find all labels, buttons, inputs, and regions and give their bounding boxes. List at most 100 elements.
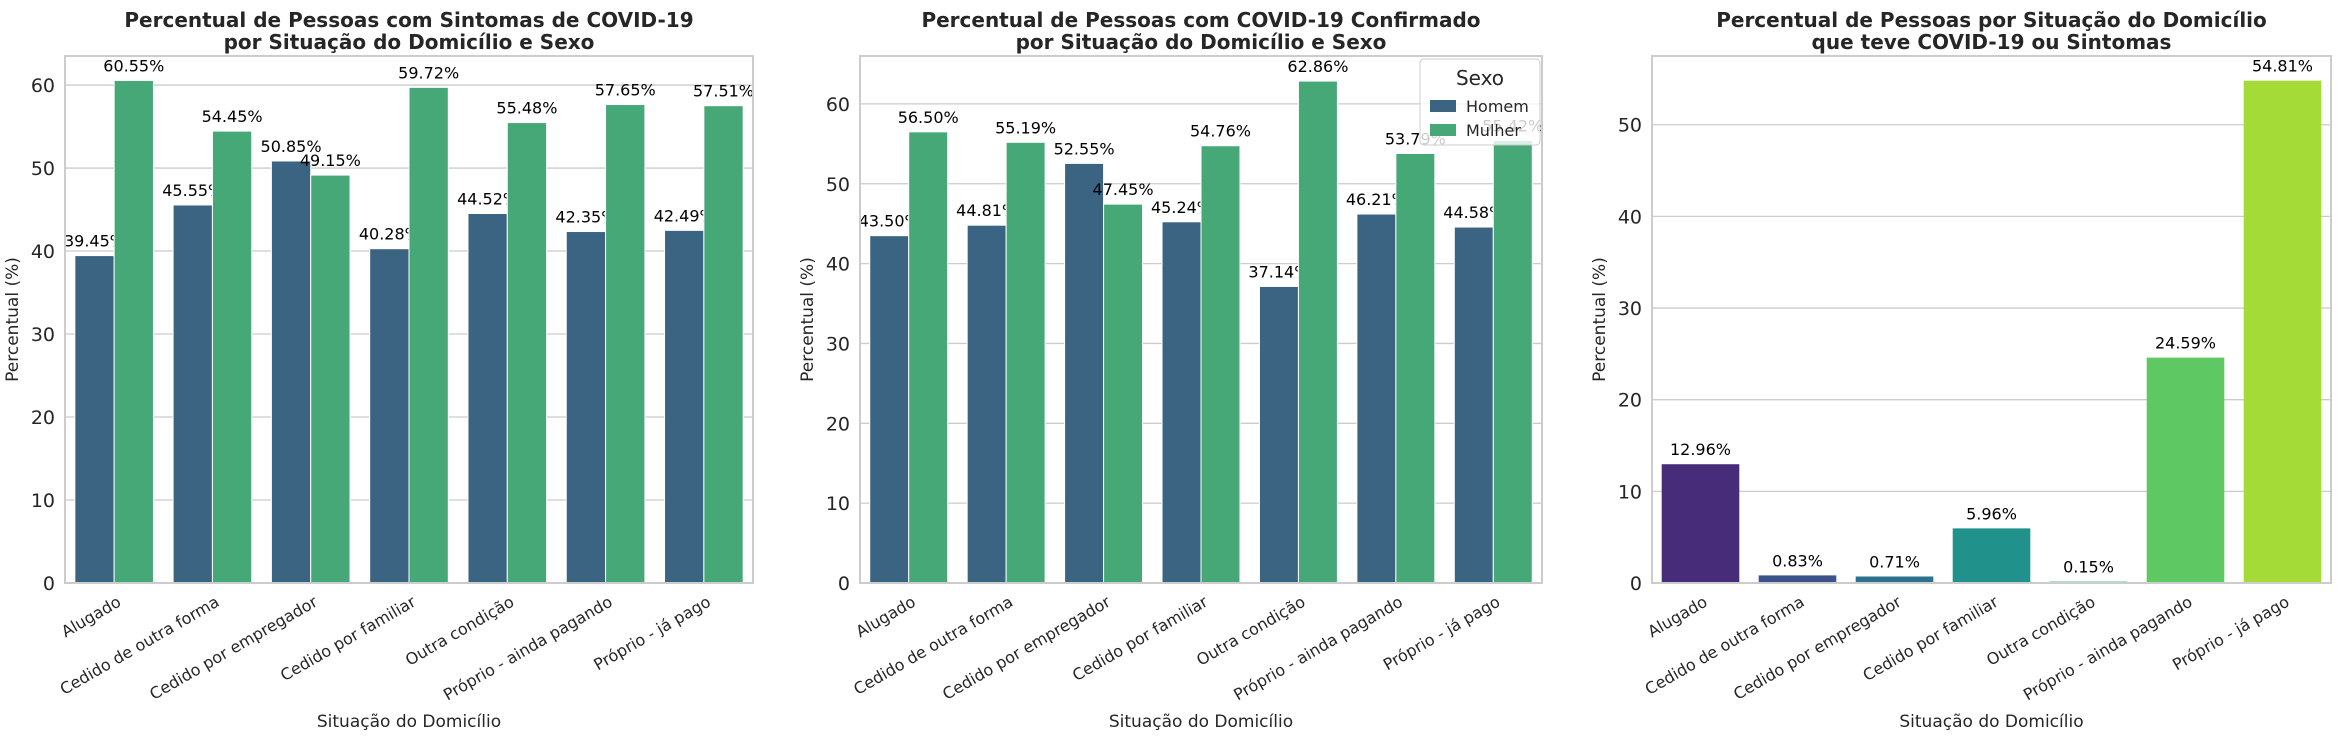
x-tick-label: Próprio - ainda pagando [2020, 592, 2196, 704]
bar-value-label: 52.55% [1054, 139, 1115, 158]
bar-mulher [1103, 203, 1144, 584]
y-tick-label: 40 [31, 241, 55, 263]
bar-value-label: 39.45% [64, 232, 125, 251]
chart-title-line-1: Percentual de Pessoas com Sintomas de CO… [124, 8, 693, 32]
chart-panel-1: 0 10 20 30 40 50 60 39.45% 45.55% 50.85% 40.28% 44.… [3, 8, 754, 732]
legend-title: Sexo [1456, 66, 1504, 90]
bar-value-label: 24.59% [2155, 334, 2216, 353]
bar-value-label: 45.24% [1151, 198, 1212, 217]
legend-swatch-mulher [1430, 124, 1456, 136]
bar [2243, 80, 2322, 584]
x-tick-label: Alugado [1644, 592, 1710, 641]
bar-value-label: 54.45% [202, 107, 263, 126]
bar-homem [369, 248, 410, 584]
bar-mulher [1395, 152, 1436, 584]
bar-homem [1356, 213, 1397, 584]
bar-value-label: 50.85% [261, 137, 322, 156]
bar-mulher [1005, 141, 1046, 584]
chart-title-line-2: que teve COVID-19 ou Sintomas [1812, 30, 2172, 54]
bar-homem [565, 231, 607, 584]
bar-value-label: 62.86% [1287, 57, 1348, 76]
x-tick-label: Cedido de outra forma [57, 592, 223, 699]
bar-value-label: 47.45% [1093, 180, 1154, 199]
legend-box [1419, 58, 1541, 146]
bar-value-label: 46.21% [1346, 190, 1407, 209]
plot-frame [64, 55, 754, 584]
y-tick-label: 40 [826, 254, 850, 276]
bar-mulher [408, 86, 449, 584]
bar-value-label: 57.65% [595, 81, 656, 100]
chart-panel-3: 0 10 20 30 40 50 12.96% 0.83% 0.71% 5.96% 0.15% 24.… [1590, 8, 2332, 732]
x-tick-label: Próprio - ainda pagando [440, 592, 616, 704]
bar [1758, 575, 1837, 583]
bar-mulher [703, 105, 744, 584]
bar-value-label: 0.83% [1772, 551, 1823, 570]
bar-value-label: 0.71% [1869, 552, 1920, 571]
bar-value-label: 44.81% [956, 201, 1017, 220]
y-tick-label: 20 [826, 413, 850, 435]
bar-value-label: 55.48% [496, 99, 557, 118]
y-tick-label: 50 [31, 158, 55, 180]
x-tick-label: Cedido de outra forma [850, 592, 1016, 699]
bar [1661, 464, 1740, 583]
chart-title-line-2: por Situação do Domicílio e Sexo [1016, 30, 1387, 54]
bar-homem [1258, 285, 1299, 584]
y-axis-label: Percentual (%) [1590, 257, 1610, 382]
bar-mulher [605, 104, 646, 584]
x-tick-label: Cedido por empregador [939, 592, 1114, 704]
chart-panel-2: 0 10 20 30 40 50 60 43.50% 44.81% 52.55% 45.24% 37.… [798, 8, 1543, 732]
bar-mulher [908, 131, 949, 584]
chart-title-line-1: Percentual de Pessoas com COVID-19 Confi… [921, 8, 1480, 32]
y-tick-label: 10 [1618, 481, 1642, 503]
bar-value-label: 44.58% [1443, 203, 1504, 222]
bar-mulher [310, 174, 351, 584]
x-tick-label: Alugado [853, 592, 919, 641]
y-tick-label: 60 [31, 75, 55, 97]
bar-homem [1453, 226, 1494, 584]
bar-value-label: 49.15% [300, 151, 361, 170]
bar-homem [966, 224, 1007, 584]
chart-title-line-1: Percentual de Pessoas por Situação do Do… [1716, 8, 2267, 32]
bar-value-label: 37.14% [1248, 262, 1309, 281]
legend-label-mulher: Mulher [1466, 121, 1521, 140]
y-tick-label: 40 [1618, 206, 1642, 228]
bar-value-label: 54.81% [2252, 57, 2313, 76]
y-tick-label: 0 [1630, 573, 1642, 595]
bar-value-label: 56.50% [898, 108, 959, 127]
y-tick-label: 20 [1618, 390, 1642, 412]
bar-value-label: 59.72% [398, 63, 459, 82]
bar-homem [270, 160, 312, 584]
x-tick-label: Próprio - ainda pagando [1230, 592, 1406, 704]
bar-value-label: 12.96% [1670, 440, 1731, 459]
x-axis-label: Situação do Domicílio [317, 712, 501, 732]
y-tick-label: 0 [838, 573, 850, 595]
bar-homem [74, 255, 115, 584]
y-tick-label: 20 [31, 407, 55, 429]
y-tick-label: 30 [826, 333, 850, 355]
y-tick-label: 30 [1618, 298, 1642, 320]
bar [1855, 576, 1934, 583]
x-tick-label: Cedido por empregador [146, 592, 321, 704]
bar-mulher [506, 122, 548, 584]
y-tick-label: 30 [31, 324, 55, 346]
x-tick-label: Alugado [58, 592, 124, 641]
bar-value-label: 5.96% [1966, 504, 2017, 523]
bar-mulher [1492, 139, 1533, 584]
bar-value-label: 44.52% [457, 190, 518, 209]
bar-homem [869, 235, 910, 584]
bar-value-label: 57.51% [693, 82, 754, 101]
x-tick-label: Cedido de outra forma [1642, 592, 1808, 699]
bar-value-label: 43.50% [859, 212, 920, 231]
bar-mulher [113, 79, 154, 584]
bar-mulher [1297, 80, 1338, 584]
y-axis-label: Percentual (%) [798, 257, 818, 382]
chart-title-line-2: por Situação do Domicílio e Sexo [224, 30, 595, 54]
bar-value-label: 45.55% [162, 181, 223, 200]
bar-homem [467, 213, 508, 584]
bar-value-label: 55.19% [995, 118, 1056, 137]
bar-value-label: 0.15% [2063, 558, 2114, 577]
plot-frame [859, 55, 1543, 584]
y-tick-label: 60 [826, 94, 850, 116]
